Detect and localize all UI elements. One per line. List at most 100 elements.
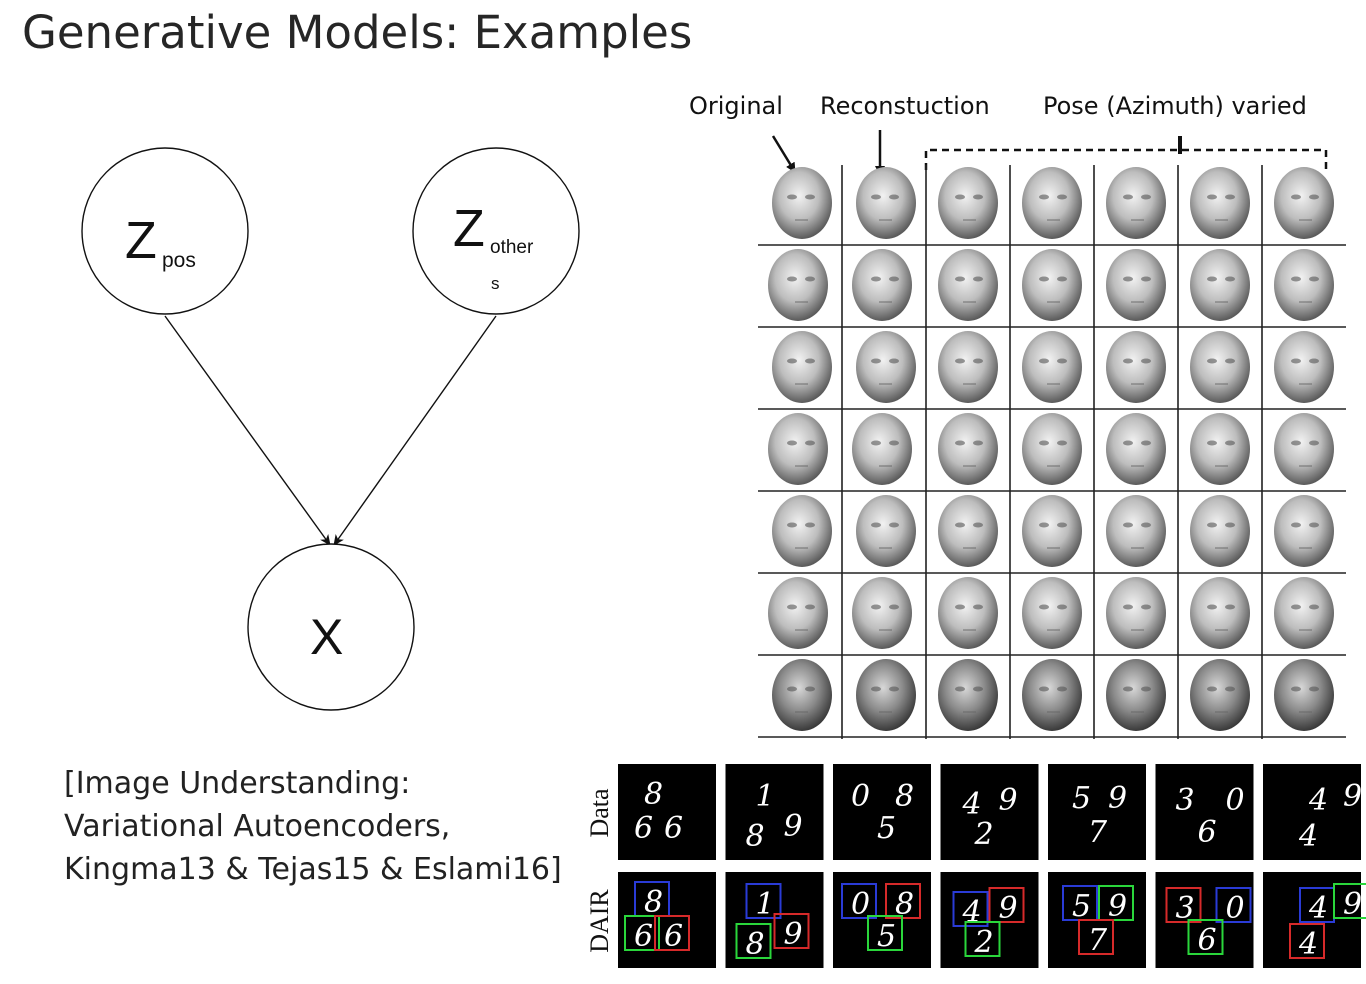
face-head — [852, 249, 912, 321]
digit-glyph: 8 — [746, 819, 765, 854]
face-head — [772, 659, 832, 731]
digit-glyph: 8 — [746, 927, 765, 962]
face-cell — [1274, 249, 1334, 321]
face-head — [1106, 495, 1166, 567]
face-eye — [1039, 358, 1049, 364]
face-eye — [1291, 686, 1301, 692]
detection-box — [735, 923, 772, 959]
face-cell — [1106, 413, 1166, 485]
digit-glyph: 8 — [644, 885, 663, 920]
face-eye — [1225, 604, 1235, 610]
face-head — [1106, 249, 1166, 321]
face-head — [1106, 659, 1166, 731]
detection-box — [952, 891, 989, 927]
face-cell — [938, 167, 998, 239]
digit-glyph: 6 — [664, 811, 683, 846]
face-head — [1190, 167, 1250, 239]
face-eye — [1141, 440, 1151, 446]
face-eye — [787, 522, 797, 528]
face-eye — [1141, 276, 1151, 282]
digit-glyph: 9 — [1108, 781, 1127, 816]
face-cell — [1274, 413, 1334, 485]
face-head — [1190, 495, 1250, 567]
digit-glyph: 2 — [974, 925, 994, 960]
face-eye — [1291, 604, 1301, 610]
face-eye — [955, 194, 965, 200]
node-z-pos: Z pos — [81, 147, 249, 315]
face-eye — [1309, 522, 1319, 528]
face-eye — [1123, 194, 1133, 200]
face-eye — [1141, 686, 1151, 692]
face-eye — [1141, 604, 1151, 610]
digit-glyph: 7 — [1088, 923, 1108, 958]
face-cell — [856, 495, 916, 567]
face-eye — [955, 358, 965, 364]
face-eye — [1123, 686, 1133, 692]
node-x: X — [247, 543, 415, 711]
face-cell — [1190, 167, 1250, 239]
digit-glyph: 6 — [1198, 815, 1217, 850]
face-head — [1274, 413, 1334, 485]
detection-box — [1215, 887, 1252, 923]
face-eye — [1123, 604, 1133, 610]
face-eye — [1309, 194, 1319, 200]
faces-grid — [758, 165, 1346, 739]
face-eye — [1057, 194, 1067, 200]
face-eye — [955, 686, 965, 692]
face-eye — [1291, 440, 1301, 446]
face-head — [1022, 495, 1082, 567]
face-eye — [1207, 604, 1217, 610]
edge-zpos-to-x — [164, 315, 331, 546]
digit-glyph: 9 — [1108, 889, 1127, 924]
face-eye — [1207, 358, 1217, 364]
face-head — [856, 659, 916, 731]
face-cell — [1106, 495, 1166, 567]
slide-title: Generative Models: Examples — [22, 6, 693, 59]
face-cell — [768, 577, 828, 649]
face-eye — [1225, 522, 1235, 528]
face-head — [1274, 167, 1334, 239]
digit-glyph: 5 — [1072, 781, 1091, 816]
face-cell — [856, 659, 916, 731]
face-head — [938, 659, 998, 731]
digit-glyph: 2 — [974, 817, 994, 852]
face-head — [1106, 167, 1166, 239]
face-eye — [787, 604, 797, 610]
face-eye — [955, 440, 965, 446]
bracket-pose-varied — [924, 148, 1328, 170]
face-eye — [1225, 358, 1235, 364]
face-eye — [1123, 440, 1133, 446]
face-head — [856, 331, 916, 403]
digit-glyph: 0 — [851, 887, 870, 922]
face-cell — [1106, 659, 1166, 731]
face-cell — [852, 413, 912, 485]
face-head — [1022, 249, 1082, 321]
dair-digit-panel — [833, 872, 931, 968]
face-head — [1190, 659, 1250, 731]
node-z-others: Z other s — [412, 147, 580, 315]
digit-glyph: 6 — [664, 919, 683, 954]
digit-glyph: 0 — [1226, 783, 1245, 818]
face-eye — [1039, 440, 1049, 446]
digit-glyph: 4 — [962, 787, 982, 822]
caption-line-2: Variational Autoencoders, — [64, 809, 451, 844]
face-head — [856, 167, 916, 239]
face-eye — [1039, 686, 1049, 692]
digit-glyph: 8 — [895, 779, 914, 814]
face-head — [1274, 331, 1334, 403]
face-eye — [1291, 358, 1301, 364]
face-head — [1274, 577, 1334, 649]
digit-glyph: 6 — [634, 919, 653, 954]
face-cell — [1106, 249, 1166, 321]
face-eye — [871, 604, 881, 610]
detection-box — [1098, 885, 1134, 921]
face-eye — [889, 358, 899, 364]
face-cell — [1190, 413, 1250, 485]
face-cell — [1106, 167, 1166, 239]
face-cell — [1022, 167, 1082, 239]
face-head — [768, 413, 828, 485]
detection-box — [964, 921, 1001, 957]
face-eye — [889, 194, 899, 200]
face-cell — [1274, 659, 1334, 731]
digit-glyph: 9 — [784, 809, 803, 844]
